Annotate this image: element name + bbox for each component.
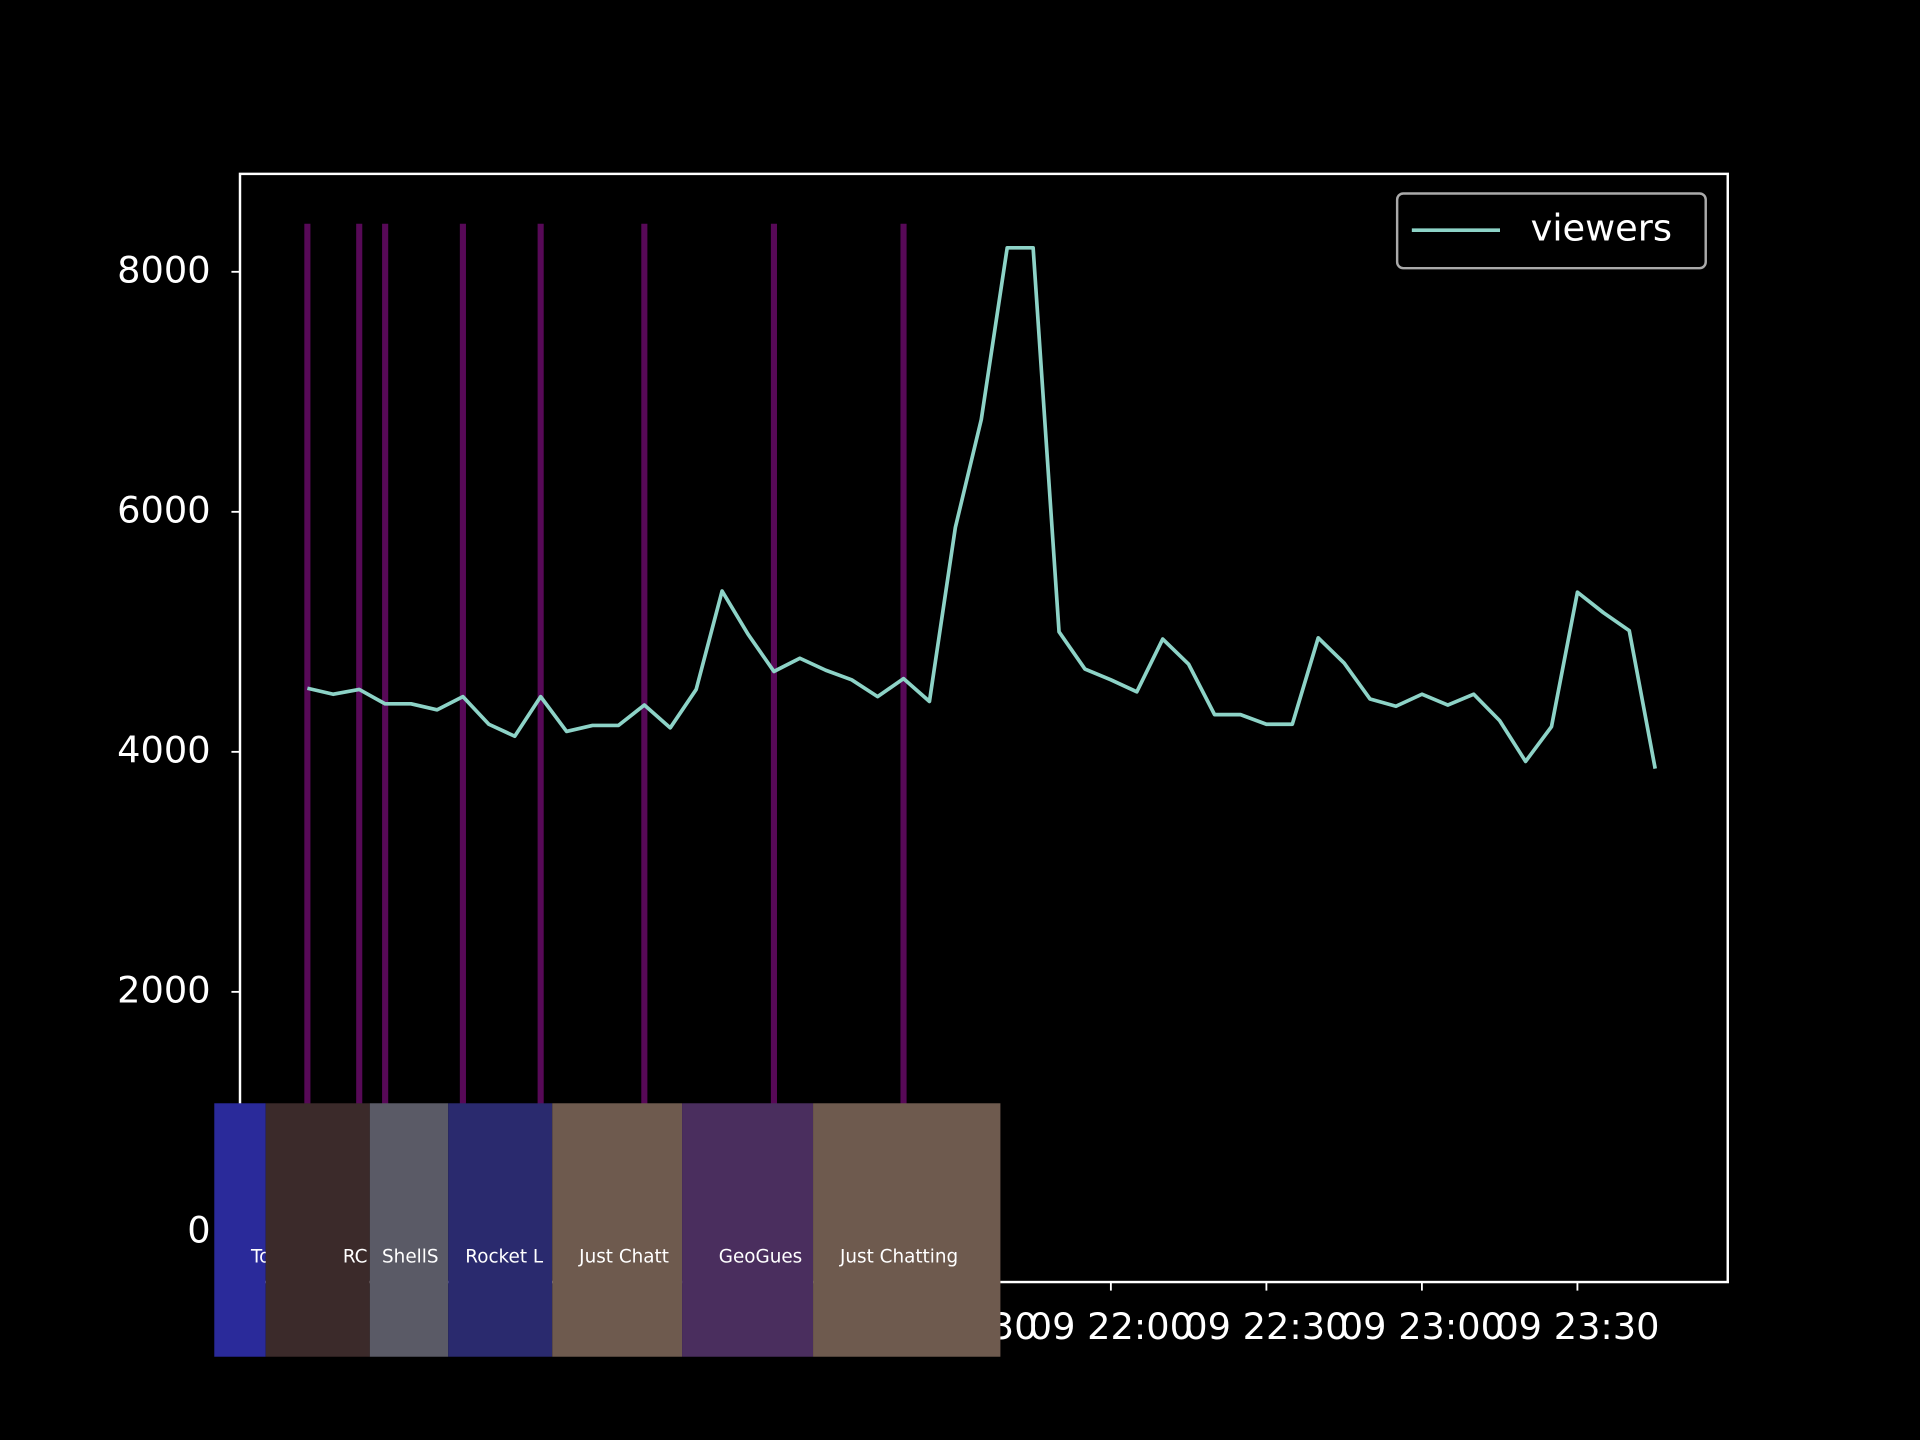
x-tick-label: 09 23:00 [1340, 1305, 1504, 1348]
thumbnails: To RC ShellS Rocket L Just Chatt GeoGues Just … [214, 1103, 1001, 1357]
thumbnail [265, 1103, 370, 1357]
thumbnail-label: GeoGues [719, 1247, 802, 1268]
y-tick-label: 0 [187, 1208, 210, 1251]
x-tick-label: 09 22:30 [1184, 1305, 1348, 1348]
y-tick-label: 2000 [117, 968, 210, 1011]
thumbnail [369, 1103, 449, 1357]
thumbnail [448, 1103, 553, 1357]
thumbnail [682, 1103, 814, 1357]
legend-box [1395, 192, 1707, 270]
x-tick-label: 09 23:30 [1495, 1305, 1659, 1348]
y-tick-label: 6000 [117, 488, 210, 531]
thumbnail-label: RC [343, 1247, 368, 1268]
thumbnail [813, 1103, 1001, 1357]
thumbnail-label: Just Chatting [839, 1247, 958, 1268]
thumbnail-label: To [250, 1247, 270, 1268]
thumbnail-label: Just Chatt [578, 1247, 669, 1268]
y-tick-label: 8000 [117, 248, 210, 291]
thumbnail [214, 1103, 266, 1357]
thumbnail-label: ShellS [382, 1247, 438, 1268]
y-tick-label: 4000 [117, 728, 210, 771]
thumbnail [552, 1103, 683, 1357]
legend-label: viewers [1531, 207, 1672, 250]
series-line [306, 245, 1657, 769]
x-tick-label: 09 22:00 [1029, 1305, 1193, 1348]
thumbnail-label: Rocket L [465, 1247, 544, 1268]
